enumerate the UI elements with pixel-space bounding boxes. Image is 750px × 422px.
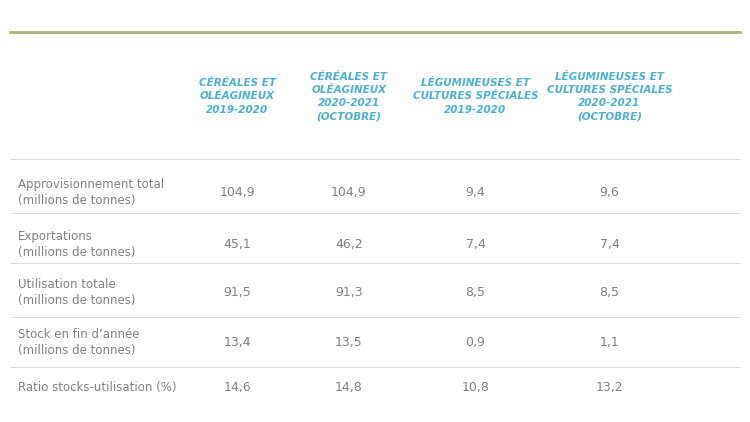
- Text: 13,2: 13,2: [596, 381, 623, 395]
- Text: 46,2: 46,2: [335, 238, 363, 251]
- Text: 0,9: 0,9: [466, 335, 485, 349]
- Text: 7,4: 7,4: [466, 238, 485, 251]
- Text: 13,5: 13,5: [335, 335, 363, 349]
- Text: 8,5: 8,5: [466, 286, 485, 299]
- Text: 91,5: 91,5: [224, 286, 251, 299]
- Text: 9,4: 9,4: [466, 186, 485, 199]
- Text: 45,1: 45,1: [224, 238, 251, 251]
- Text: Exportations
(millions de tonnes): Exportations (millions de tonnes): [18, 230, 135, 259]
- Text: LÉGUMINEUSES ET
CULTURES SPÉCIALES
2019-2020: LÉGUMINEUSES ET CULTURES SPÉCIALES 2019-…: [413, 78, 538, 115]
- Text: Approvisionnement total
(millions de tonnes): Approvisionnement total (millions de ton…: [18, 178, 164, 207]
- Text: LÉGUMINEUSES ET
CULTURES SPÉCIALES
2020-2021
(OCTOBRE): LÉGUMINEUSES ET CULTURES SPÉCIALES 2020-…: [547, 72, 672, 121]
- Text: 14,8: 14,8: [335, 381, 363, 395]
- Text: 1,1: 1,1: [600, 335, 619, 349]
- Text: 10,8: 10,8: [461, 381, 490, 395]
- Text: Utilisation totale
(millions de tonnes): Utilisation totale (millions de tonnes): [18, 278, 135, 307]
- Text: 104,9: 104,9: [332, 186, 367, 199]
- Text: 8,5: 8,5: [599, 286, 619, 299]
- Text: CÉRÉALES ET
OLÉAGINEUX
2020-2021
(OCTOBRE): CÉRÉALES ET OLÉAGINEUX 2020-2021 (OCTOBR…: [310, 72, 388, 121]
- Text: CÉRÉALES ET
OLÉAGINEUX
2019-2020: CÉRÉALES ET OLÉAGINEUX 2019-2020: [199, 78, 276, 115]
- Text: 7,4: 7,4: [599, 238, 619, 251]
- Text: 9,6: 9,6: [600, 186, 619, 199]
- Text: Stock en fin d’année
(millions de tonnes): Stock en fin d’année (millions de tonnes…: [18, 327, 140, 357]
- Text: Ratio stocks-utilisation (%): Ratio stocks-utilisation (%): [18, 381, 176, 395]
- Text: 14,6: 14,6: [224, 381, 251, 395]
- Text: 13,4: 13,4: [224, 335, 251, 349]
- Text: 91,3: 91,3: [335, 286, 363, 299]
- Text: 104,9: 104,9: [220, 186, 255, 199]
